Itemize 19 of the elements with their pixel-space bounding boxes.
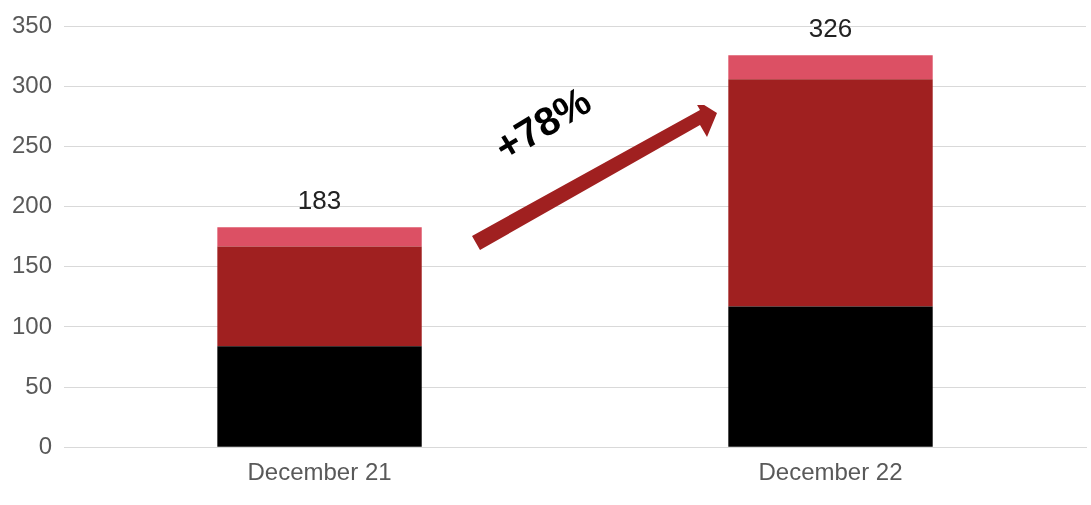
- total-label: 183: [297, 185, 342, 216]
- total-label: 326: [808, 13, 853, 44]
- y-tick-label: 350: [12, 11, 53, 39]
- bar: [728, 306, 933, 447]
- x-tick-label: December 22: [758, 458, 903, 486]
- bar: [217, 227, 422, 247]
- bar: [728, 55, 933, 80]
- x-tick-label: December 21: [247, 458, 392, 486]
- bar: [728, 79, 933, 307]
- y-tick-label: 150: [12, 251, 53, 279]
- y-tick-label: 300: [12, 71, 53, 99]
- y-tick-label: 50: [25, 371, 53, 399]
- bar: [217, 246, 422, 347]
- annotation: +78%: [486, 78, 599, 170]
- y-tick-label: 0: [38, 431, 53, 459]
- y-tick-label: 250: [12, 131, 53, 159]
- y-tick-label: 100: [12, 311, 53, 339]
- bar: [217, 346, 422, 447]
- y-tick-label: 200: [12, 191, 53, 219]
